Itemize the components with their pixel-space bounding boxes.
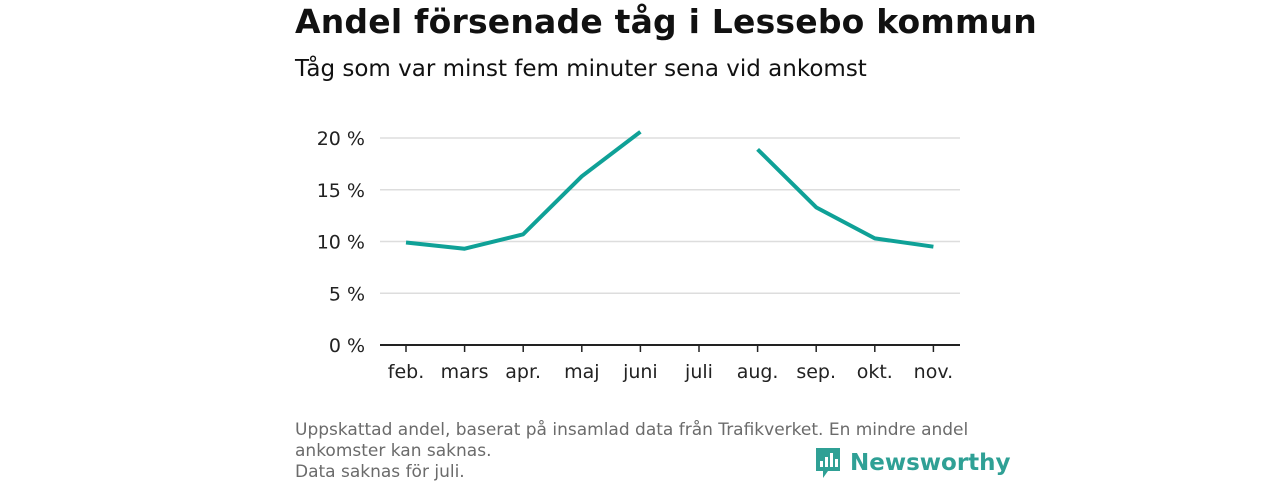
y-tick-label: 15 % [317,180,365,202]
bar-chart-speech-bubble-icon [816,448,840,478]
x-tick-label: juli [684,361,713,383]
chart-title: Andel försenade tåg i Lessebo kommun [295,2,1037,41]
y-tick-label: 0 % [329,335,365,357]
x-tick-label: mars [441,361,489,383]
y-tick-label: 20 % [317,128,365,150]
series-line [756,147,934,249]
x-tick-label: aug. [737,361,779,383]
x-tick-label: juni [622,361,658,383]
footer-note-line-1: Uppskattad andel, baserat på insamlad da… [295,420,969,440]
x-tick-label: nov. [914,361,953,383]
chart-subtitle: Tåg som var minst fem minuter sena vid a… [295,56,867,82]
y-tick-label: 5 % [329,283,365,305]
x-tick-label: apr. [505,361,541,383]
footer-note: Uppskattad andel, baserat på insamlad da… [295,420,995,483]
line-chart: 0 % 5 % 10 % 15 % 20 % feb. mars apr. maj juni jul… [317,128,960,383]
x-tick-label: okt. [857,361,893,383]
y-tick-label: 10 % [317,232,365,254]
x-tick-label: maj [564,361,599,383]
x-tick-label: sep. [796,361,836,383]
newsworthy-logo: Newsworthy [814,446,1011,480]
x-tick-label: feb. [388,361,424,383]
footer-note-line-3: Data saknas för juli. [295,462,465,482]
brand-name: Newsworthy [850,450,1011,476]
series-line [405,130,642,251]
footer-note-line-2: ankomster kan saknas. [295,441,492,461]
